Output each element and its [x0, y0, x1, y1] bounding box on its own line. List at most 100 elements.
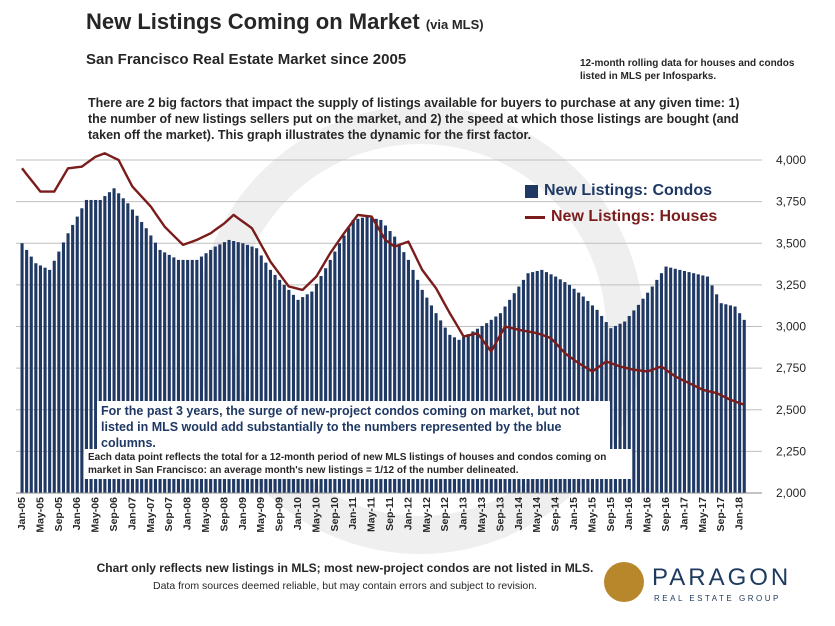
condo-bar — [328, 259, 332, 493]
chart-title: New Listings Coming on Market (via MLS) — [86, 9, 484, 35]
y-tick-label: 3,000 — [776, 320, 806, 334]
condo-bar — [287, 289, 291, 493]
condo-bar — [650, 286, 654, 493]
source-note: 12-month rolling data for houses and con… — [580, 58, 795, 82]
condo-bar — [692, 273, 696, 493]
title-suffix: (via MLS) — [425, 17, 484, 32]
condo-bar — [291, 294, 295, 493]
condo-bar — [733, 306, 737, 493]
x-tick-label: May-15 — [586, 497, 598, 533]
condo-bar — [250, 246, 254, 493]
condo-note: For the past 3 years, the surge of new-p… — [97, 401, 610, 453]
y-axis-ticks: 2,000 2,250 2,500 2,750 3,000 3,250 3,500 3,750… — [776, 153, 806, 500]
condo-bar — [149, 235, 153, 494]
condo-bar — [379, 219, 383, 493]
x-tick-label: Jan-16 — [623, 497, 635, 530]
condo-bar — [301, 297, 305, 493]
condo-bar — [213, 246, 217, 493]
x-tick-label: Jan-18 — [734, 497, 746, 530]
condo-bar — [227, 239, 231, 493]
condo-bar — [627, 315, 631, 493]
condo-bar — [512, 293, 516, 493]
x-tick-label: May-13 — [476, 497, 488, 533]
condo-bar — [29, 256, 33, 493]
condo-bar — [347, 227, 351, 493]
condo-bar — [218, 244, 222, 493]
x-tick-label: May-07 — [145, 497, 157, 533]
condo-bar — [531, 272, 535, 493]
data-point-note: Each data point reflects the total for a… — [84, 449, 632, 479]
condo-bar — [66, 233, 70, 493]
condo-bar — [365, 216, 369, 494]
condo-bar — [370, 217, 374, 493]
y-tick-label: 3,750 — [776, 195, 806, 209]
condo-bar — [296, 299, 300, 493]
condo-bar — [20, 243, 24, 493]
x-tick-label: Sep-10 — [329, 497, 341, 532]
condo-bar — [61, 242, 65, 493]
x-tick-label: Sep-16 — [660, 497, 672, 532]
intro-text: There are 2 big factors that impact the … — [88, 96, 740, 142]
legend-item-condos: New Listings: Condos — [525, 178, 717, 204]
condo-bar — [48, 269, 52, 493]
condo-bar — [374, 218, 378, 493]
condo-bar — [411, 269, 415, 493]
x-tick-label: Sep-11 — [384, 497, 396, 531]
y-tick-label: 2,500 — [776, 403, 806, 417]
condo-bar — [678, 269, 682, 493]
condo-bar — [222, 242, 226, 493]
condo-bar — [673, 268, 677, 493]
condo-bar — [701, 275, 705, 493]
footer-line-2: Data from sources deemed reliable, but m… — [152, 580, 538, 592]
condo-bar — [121, 198, 125, 494]
condo-bar — [393, 236, 397, 493]
x-axis-ticks: Jan-05 May-05 Sep-05 Jan-06 May-06 Sep-06 Jan-… — [16, 497, 746, 533]
legend-item-houses: New Listings: Houses — [525, 204, 717, 230]
condo-bar — [521, 279, 525, 493]
x-tick-label: Sep-12 — [439, 497, 451, 532]
x-tick-label: Jan-07 — [126, 497, 138, 530]
condo-bar — [632, 310, 636, 493]
condo-bar — [710, 285, 714, 493]
x-tick-label: Sep-05 — [53, 497, 65, 532]
condo-bar — [609, 328, 613, 493]
condo-bar — [204, 253, 208, 493]
condo-bar — [535, 271, 539, 493]
condo-bar — [636, 304, 640, 493]
condo-bar — [544, 272, 548, 493]
condo-bar — [232, 241, 236, 493]
condo-bar — [397, 244, 401, 493]
condo-bar — [172, 257, 176, 493]
condo-bar — [517, 286, 521, 493]
x-tick-label: Jan-12 — [402, 497, 414, 530]
legend-label-houses: New Listings: Houses — [551, 208, 718, 225]
y-tick-label: 3,250 — [776, 278, 806, 292]
condo-bar — [25, 249, 29, 493]
condo-bar — [107, 192, 111, 493]
condo-bar — [126, 203, 130, 494]
condo-bar — [264, 262, 268, 493]
condo-bar — [305, 294, 309, 493]
condo-bar — [89, 199, 93, 493]
x-tick-label: Sep-14 — [550, 497, 562, 532]
condo-bar — [259, 255, 263, 493]
x-tick-label: Sep-07 — [163, 497, 175, 532]
condo-bar — [199, 256, 203, 493]
x-tick-label: Sep-15 — [605, 497, 617, 532]
chart-subtitle: San Francisco Real Estate Market since 2… — [86, 51, 407, 68]
x-tick-label: Sep-13 — [494, 497, 506, 532]
condo-bar — [186, 259, 190, 493]
condo-bar — [94, 199, 98, 493]
condo-bar — [268, 269, 272, 493]
condo-bar — [282, 284, 286, 493]
condo-bar — [742, 319, 746, 493]
condo-bar — [273, 274, 277, 493]
condo-bar — [623, 321, 627, 493]
condo-bar — [669, 267, 673, 493]
x-tick-label: Sep-09 — [274, 497, 286, 532]
x-tick-label: May-05 — [34, 497, 46, 533]
x-tick-label: May-06 — [90, 497, 102, 533]
condo-bar — [618, 323, 622, 493]
condo-bar — [135, 215, 139, 493]
x-tick-label: Jan-06 — [71, 497, 83, 530]
